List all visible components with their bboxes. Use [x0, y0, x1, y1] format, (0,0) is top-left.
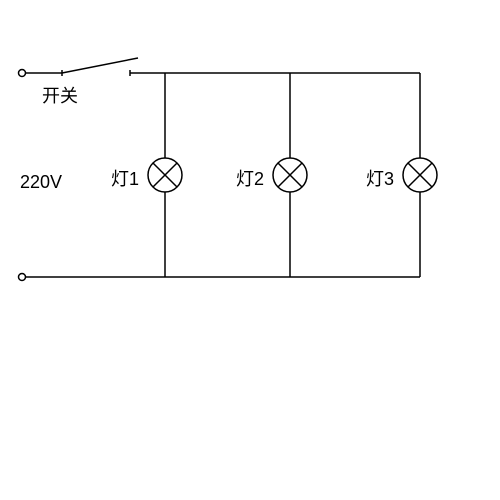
switch-label: 开关: [42, 82, 78, 108]
voltage-label: 220V: [20, 172, 62, 193]
circuit-diagram: 灯1 灯2 灯3 开关 220V: [0, 0, 500, 500]
circuit-svg: [0, 0, 500, 500]
lamp-label-1: 灯1: [111, 165, 139, 191]
lamp-label-3: 灯3: [366, 165, 394, 191]
lamp-label-2: 灯2: [236, 165, 264, 191]
